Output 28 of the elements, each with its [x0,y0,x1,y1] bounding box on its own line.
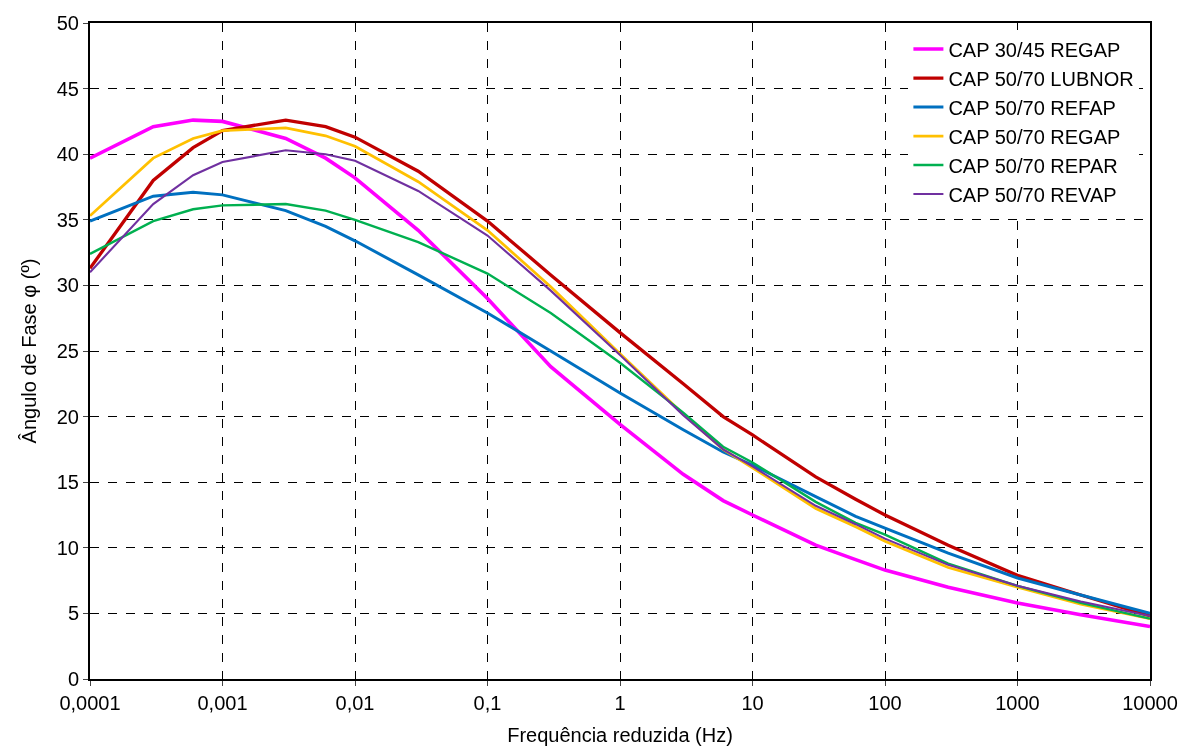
x-tick-label: 1000 [995,692,1040,714]
y-tick-label: 30 [56,274,79,297]
y-tick-label: 20 [56,405,79,428]
legend-label: CAP 50/70 REFAP [948,96,1116,119]
y-tick-label: 45 [56,77,79,100]
legend-label: CAP 50/70 REPAR [948,154,1118,177]
x-tick-label: 100 [868,692,902,714]
y-tick-label: 35 [56,208,79,231]
x-axis-title: Frequência reduzida (Hz) [507,724,733,746]
legend-label: CAP 30/45 REGAP [948,38,1121,61]
legend-label: CAP 50/70 REGAP [948,125,1121,148]
y-axis-title: Ângulo de Fase φ (º) [17,258,40,444]
x-tick-label: 1 [614,692,626,714]
y-tick-label: 0 [67,668,79,690]
y-tick-label: 25 [56,340,79,362]
y-tick-label: 15 [56,471,79,494]
y-tick-label: 10 [56,536,79,559]
y-tick-label: 5 [67,602,79,625]
legend-label: CAP 50/70 REVAP [948,183,1117,206]
x-tick-label: 0,01 [335,692,375,714]
x-tick-label: 0,001 [197,692,248,714]
y-tick-label: 40 [56,143,79,166]
x-tick-label: 0,1 [473,692,502,714]
y-tick-label: 50 [56,12,79,34]
x-tick-label: 10000 [1122,692,1178,714]
x-tick-label: 10 [741,692,764,714]
legend-label: CAP 50/70 LUBNOR [948,67,1134,90]
x-tick-label: 0,0001 [59,692,121,714]
